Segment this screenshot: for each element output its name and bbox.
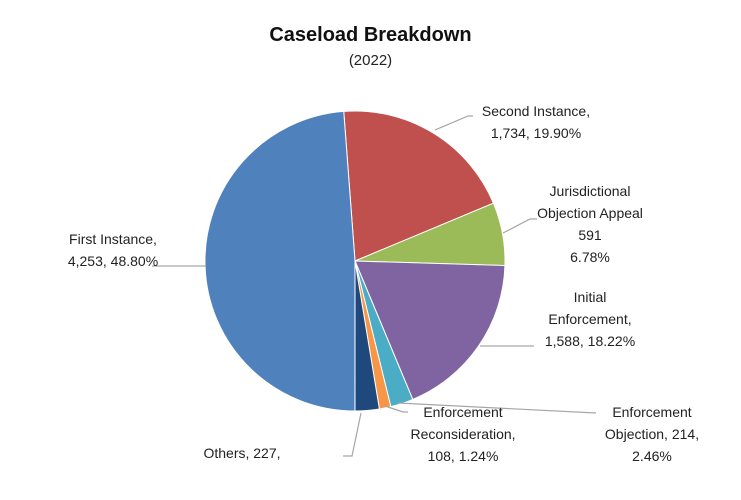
chart-subtitle: (2022) [348,52,393,69]
data-label-initial-enforcement: Initial Enforcement, 1,588, 18.22% [545,289,635,349]
data-label-second-instance: Second Instance, 1,734, 19.90% [482,103,590,141]
data-label-jurisdictional-objection-appeal: Jurisdictional Objection Appeal 591 6.78% [537,183,643,265]
leader-line [384,405,408,413]
leader-line [502,218,537,234]
pie-slice-second-instance [343,110,495,262]
data-label-first-instance: First Instance, 4,253, 48.80% [68,231,158,269]
pie-slice-initial-enforcement [354,260,506,401]
leader-line [343,412,362,457]
data-label-enforcement-reconsideration: Enforcement Reconsideration, 108, 1.24% [410,404,515,464]
leader-line [434,115,473,131]
chart-title: Caseload Breakdown [269,24,472,46]
data-label-enforcement-objection: Enforcement Objection, 214, 2.46% [605,404,699,464]
data-label-others: Others, 227, [203,445,280,461]
leader-line [397,402,597,414]
pie-slice-first-instance [204,110,356,412]
